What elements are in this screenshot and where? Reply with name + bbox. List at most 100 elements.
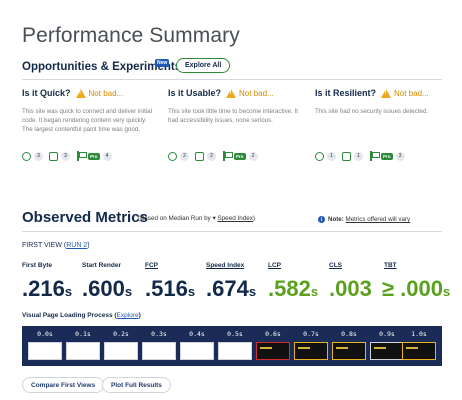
note-link[interactable]: Metrics offered will vary [345,216,411,223]
filmstrip-frame[interactable]: 0.6s [256,328,290,364]
frame-time: 0.4s [189,330,205,338]
frame-thumbnail [218,342,252,360]
quick-column: Is it Quick? Not bad... This site was qu… [22,88,154,134]
metric-value-first-byte: .216s [22,276,72,302]
metric-unit: s [248,284,257,299]
metric-label-start-render: Start Render [82,262,122,269]
metric-number: .216 [22,276,65,301]
pro-badge: Pro [88,152,100,160]
experiment-icon [195,151,204,161]
warning-icon [75,88,86,98]
flag-icon [369,151,380,161]
metric-label-tbt[interactable]: TBT [384,262,397,269]
resilient-column: Is it Resilient? Not bad... This site ha… [315,88,447,116]
filmstrip-frame[interactable]: 0.2s [104,328,138,364]
first-view-text: FIRST VIEW ( [22,242,67,249]
flag-icon [222,151,233,161]
frame-thumbnail [142,342,176,360]
experiment-count: 2 [207,151,216,161]
metrics-note: i Note: Metrics offered will vary [318,216,410,223]
usable-verdict: Not bad... [239,88,274,98]
page-title: Performance Summary [22,24,240,47]
metric-value-lcp: .582s [268,276,318,302]
metric-label-lcp[interactable]: LCP [268,262,281,269]
frame-thumbnail [294,342,328,360]
pro-count: 3 [395,151,405,161]
tip-icon [168,151,177,161]
filmstrip-frame[interactable]: 1.0s [402,328,436,364]
quick-verdict: Not bad... [88,88,124,98]
usable-heading[interactable]: Is it Usable? Not bad... [168,88,300,98]
frame-time: 0.6s [265,330,281,338]
pro-count: 2 [248,151,258,161]
frame-time: 0.2s [113,330,129,338]
filmstrip-frame[interactable]: 0.0s [28,328,62,364]
frame-thumbnail [180,342,214,360]
observed-metrics-title: Observed Metrics [22,209,148,226]
metric-label-first-byte: First Byte [22,262,52,269]
metric-number: .516 [145,276,188,301]
experiment-count: 3 [61,151,70,161]
resilient-heading[interactable]: Is it Resilient? Not bad... [315,88,447,98]
warning-icon [381,88,392,98]
usable-question: Is it Usable? [168,88,222,98]
filmstrip-frame[interactable]: 0.5s [218,328,252,364]
tip-icon [22,151,31,161]
metric-unit: s [443,284,451,299]
metric-number: .600 [82,276,125,301]
tip-count: 2 [180,151,189,161]
frame-thumbnail [256,342,290,360]
plot-full-results-button[interactable]: Plot Full Results [102,377,171,393]
explore-link[interactable]: Explore [116,312,139,319]
frame-time: 1.0s [411,330,427,338]
metric-value-fcp: .516s [145,276,195,302]
metrics-divider [22,231,442,232]
metric-number: .003 [329,276,372,301]
metric-number: ≥ .000 [382,276,444,301]
quick-heading[interactable]: Is it Quick? Not bad... [22,88,154,98]
metric-value-speed-index: .674s [206,276,256,302]
compare-first-views-button[interactable]: Compare First Views [22,377,105,393]
run-link[interactable]: RUN 2 [66,242,88,249]
filmstrip-frame[interactable]: 0.9s [370,328,404,364]
usable-column: Is it Usable? Not bad... This site took … [168,88,300,125]
filmstrip-frame[interactable]: 0.4s [180,328,214,364]
visual-label-close: ) [138,312,141,319]
explore-all-button[interactable]: Explore All [176,58,231,73]
usable-description: This site took little time to become int… [168,108,298,124]
info-icon: i [318,216,325,223]
warning-icon [226,88,237,98]
filmstrip-frame[interactable]: 0.8s [332,328,366,364]
resilient-counts[interactable]: 1 1 Pro 3 [315,151,411,161]
opportunities-title: Opportunities & Experiments [22,61,182,73]
filmstrip-frame[interactable]: 0.3s [142,328,176,364]
resilient-verdict: Not bad... [394,88,429,98]
flag-icon [76,151,87,161]
metric-label-speed-index[interactable]: Speed Index [206,262,245,269]
pro-count: 4 [102,151,112,161]
filmstrip[interactable]: 0.0s 0.1s 0.2s 0.3s 0.4s 0.5s 0.6s 0.7s … [22,326,442,366]
metric-number: .582 [268,276,311,301]
filmstrip-frame[interactable]: 0.1s [66,328,100,364]
usable-counts[interactable]: 2 2 Pro 2 [168,151,264,161]
pro-badge: Pro [234,152,246,160]
resilient-question: Is it Resilient? [315,88,377,98]
metric-value-tbt: ≥ .000s [382,276,450,302]
metric-label-cls[interactable]: CLS [329,262,342,269]
metric-value-cls: .003 [329,276,372,302]
speed-index-selector[interactable]: Speed Index [217,215,253,222]
frame-thumbnail [104,342,138,360]
frame-thumbnail [28,342,62,360]
frame-time: 0.7s [303,330,319,338]
frame-time: 0.9s [379,330,395,338]
frame-time: 0.1s [75,330,91,338]
experiment-icon [49,151,58,161]
pro-badge: Pro [381,152,393,160]
quick-question: Is it Quick? [22,88,71,98]
frame-thumbnail [66,342,100,360]
filmstrip-frame[interactable]: 0.7s [294,328,328,364]
frame-thumbnail [402,342,436,360]
metric-number: .674 [206,276,249,301]
metric-label-fcp[interactable]: FCP [145,262,158,269]
quick-counts[interactable]: 3 3 Pro 4 [22,151,118,161]
